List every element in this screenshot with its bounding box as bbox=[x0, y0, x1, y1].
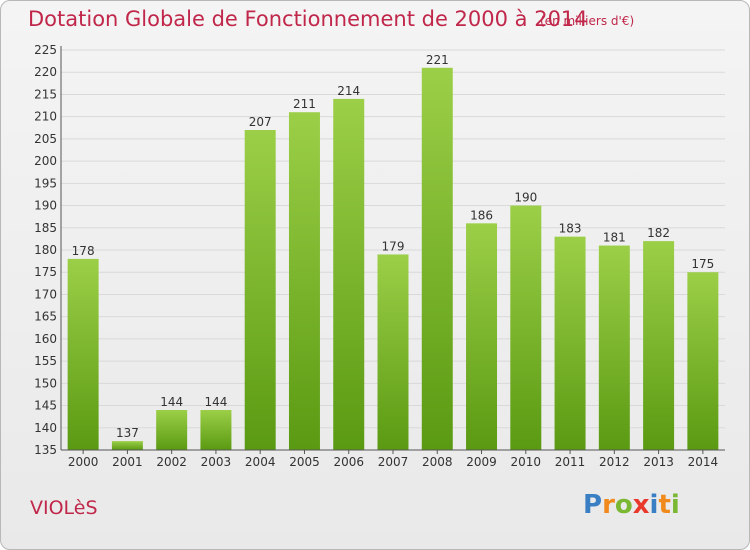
bar-value-label: 181 bbox=[603, 231, 626, 245]
bar-value-label: 190 bbox=[514, 191, 537, 205]
y-tick-label: 215 bbox=[34, 87, 57, 101]
proxiti-logo[interactable]: Proxiti bbox=[583, 490, 680, 520]
bar-value-label: 178 bbox=[72, 244, 95, 258]
data-labels: 178 137 144 144 207 211 214 179 221 186 190 183 181 1… bbox=[72, 53, 715, 440]
bar-value-label: 182 bbox=[647, 226, 670, 240]
y-tick-label: 175 bbox=[34, 265, 57, 279]
x-tick-label: 2013 bbox=[643, 455, 674, 469]
x-tick-label: 2001 bbox=[112, 455, 143, 469]
bar-value-label: 221 bbox=[426, 53, 449, 67]
bar-value-label: 137 bbox=[116, 426, 139, 440]
commune-name: VIOLèS bbox=[30, 497, 98, 519]
bar bbox=[598, 245, 630, 450]
y-tick-label: 220 bbox=[34, 65, 57, 79]
x-tick-label: 2014 bbox=[688, 455, 719, 469]
bar-value-label: 183 bbox=[559, 222, 582, 236]
bar bbox=[554, 236, 586, 450]
bar-value-label: 144 bbox=[204, 395, 227, 409]
y-tick-label: 155 bbox=[34, 354, 57, 368]
bar bbox=[466, 223, 498, 450]
bar-value-label: 179 bbox=[382, 239, 405, 253]
y-tick-label: 205 bbox=[34, 132, 57, 146]
y-tick-label: 185 bbox=[34, 221, 57, 235]
y-tick-label: 140 bbox=[34, 421, 57, 435]
x-tick-label: 2003 bbox=[201, 455, 232, 469]
bar bbox=[333, 98, 365, 450]
x-tick-label: 2009 bbox=[466, 455, 497, 469]
bar bbox=[687, 272, 719, 450]
bar bbox=[377, 254, 409, 450]
y-tick-label: 165 bbox=[34, 310, 57, 324]
y-tick-label: 135 bbox=[34, 443, 57, 457]
y-tick-label: 200 bbox=[34, 154, 57, 168]
x-tick-label: 2006 bbox=[333, 455, 364, 469]
y-tick-label: 195 bbox=[34, 176, 57, 190]
x-tick-label: 2008 bbox=[422, 455, 453, 469]
bar bbox=[643, 241, 675, 450]
y-tick-label: 210 bbox=[34, 110, 57, 124]
bar bbox=[156, 410, 188, 450]
bar-value-label: 175 bbox=[691, 257, 714, 271]
bar-value-label: 211 bbox=[293, 97, 316, 111]
bar bbox=[67, 258, 99, 450]
x-tick-label: 2005 bbox=[289, 455, 320, 469]
bar-value-label: 214 bbox=[337, 84, 360, 98]
bar bbox=[510, 205, 542, 450]
bar bbox=[421, 67, 453, 451]
bar bbox=[288, 112, 320, 450]
x-tick-label: 2012 bbox=[599, 455, 630, 469]
bar-value-label: 144 bbox=[160, 395, 183, 409]
y-tick-label: 225 bbox=[34, 43, 57, 57]
x-tick-label: 2010 bbox=[511, 455, 542, 469]
x-tick-label: 2011 bbox=[555, 455, 586, 469]
y-tick-label: 170 bbox=[34, 287, 57, 301]
y-tick-label: 180 bbox=[34, 243, 57, 257]
x-tick-label: 2002 bbox=[156, 455, 187, 469]
y-tick-label: 150 bbox=[34, 376, 57, 390]
x-tick-label: 2000 bbox=[68, 455, 99, 469]
bar bbox=[200, 410, 232, 450]
y-tick-label: 190 bbox=[34, 199, 57, 213]
x-tick-label: 2007 bbox=[378, 455, 409, 469]
bar-value-label: 207 bbox=[249, 115, 272, 129]
bars bbox=[67, 67, 719, 451]
chart-unit: (en milliers d'€) bbox=[540, 14, 635, 28]
axes: 135 140 145 150 155 160 165 170 175 180 185 190 195 2… bbox=[34, 43, 725, 469]
bar bbox=[111, 441, 143, 450]
bar-value-label: 186 bbox=[470, 208, 493, 222]
y-tick-label: 160 bbox=[34, 332, 57, 346]
x-tick-label: 2004 bbox=[245, 455, 276, 469]
bar bbox=[244, 130, 276, 450]
chart-title: Dotation Globale de Fonctionnement de 20… bbox=[28, 7, 588, 31]
y-tick-label: 145 bbox=[34, 399, 57, 413]
